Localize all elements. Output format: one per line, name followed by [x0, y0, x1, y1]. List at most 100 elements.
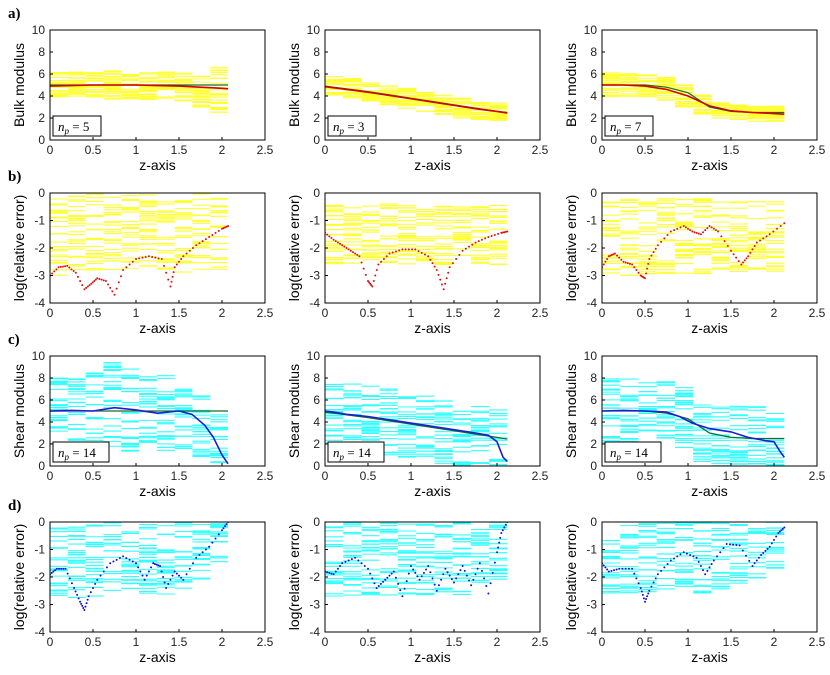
x-tick-label: 2.5 — [532, 306, 549, 320]
error-point — [79, 280, 82, 282]
error-point — [195, 556, 198, 559]
error-point — [755, 559, 758, 562]
panel-b2: 0 0.5 1 1.5 2 2.5 -4 -3 -2 -1 0 z-axis log(relative … — [286, 186, 549, 336]
error-point — [162, 264, 165, 267]
error-point — [169, 578, 172, 581]
error-point — [757, 556, 760, 559]
error-point — [399, 589, 402, 592]
x-tick-label: 0.5 — [637, 306, 654, 320]
y-tick-label: 2 — [38, 437, 45, 451]
x-tick-label: 1 — [685, 469, 692, 483]
x-tick-label: 1.5 — [171, 143, 188, 157]
error-point — [704, 573, 707, 576]
error-point — [737, 260, 740, 263]
error-point — [155, 563, 158, 566]
error-point — [624, 261, 627, 264]
error-point — [332, 573, 335, 576]
error-point — [654, 577, 657, 580]
error-point — [768, 545, 771, 548]
error-point — [747, 255, 750, 258]
error-point — [172, 271, 175, 274]
error-point — [77, 597, 80, 600]
plot-area — [325, 522, 509, 598]
x-tick-label: 1.5 — [446, 635, 463, 649]
error-point — [369, 282, 372, 285]
error-point — [645, 272, 648, 275]
error-point — [687, 227, 689, 230]
error-point — [730, 249, 732, 252]
axes-frame — [324, 29, 541, 141]
error-point — [639, 587, 642, 589]
error-point — [68, 266, 71, 269]
y-tick-label: 0 — [590, 186, 597, 200]
error-point — [648, 258, 651, 260]
x-tick-label: 1 — [408, 469, 415, 483]
error-point — [615, 568, 618, 571]
y-tick-label: 4 — [313, 89, 320, 103]
axes-frame — [601, 355, 818, 467]
error-point — [326, 571, 329, 574]
error-point — [72, 270, 75, 273]
error-point — [341, 244, 344, 247]
error-point — [145, 574, 148, 577]
error-point — [776, 227, 779, 230]
error-point — [403, 587, 406, 590]
error-point — [646, 595, 649, 598]
error-point — [455, 258, 458, 260]
error-point — [180, 576, 183, 579]
error-point — [83, 609, 86, 611]
error-point — [112, 560, 115, 563]
error-point — [349, 249, 352, 252]
error-point — [371, 285, 374, 288]
error-point — [66, 572, 69, 575]
error-point — [154, 256, 157, 259]
x-tick-label: 2.5 — [809, 143, 826, 157]
x-axis-label: z-axis — [414, 483, 451, 499]
error-point — [692, 555, 695, 558]
y-tick-label: 8 — [313, 45, 320, 59]
error-point — [122, 269, 125, 271]
error-point — [650, 585, 653, 588]
np-value: = 5 — [69, 119, 89, 134]
x-tick-label: 0.5 — [360, 635, 377, 649]
error-point — [714, 229, 717, 232]
error-point — [765, 235, 768, 238]
error-point — [84, 605, 87, 608]
error-point — [224, 226, 227, 229]
x-tick-label: 0.5 — [637, 143, 654, 157]
error-point — [185, 252, 188, 255]
error-point — [58, 567, 61, 570]
y-tick-label: -1 — [309, 214, 320, 228]
error-point — [780, 529, 783, 532]
error-point — [429, 258, 432, 261]
error-point — [357, 559, 360, 562]
error-point — [152, 562, 155, 565]
y-tick-label: 0 — [38, 515, 45, 529]
np-legend: np = 14 — [327, 441, 385, 463]
error-point — [463, 569, 466, 572]
error-point — [777, 532, 780, 534]
error-point — [429, 571, 432, 574]
y-axis-label: log(relative error) — [563, 524, 579, 631]
np-value: = 3 — [344, 119, 364, 134]
error-point — [141, 256, 144, 259]
error-point — [445, 277, 448, 280]
error-point — [440, 578, 443, 581]
error-point — [493, 233, 496, 236]
x-axis-label: z-axis — [139, 483, 176, 499]
error-point — [414, 248, 417, 251]
error-point — [55, 567, 58, 570]
ensemble-band — [50, 522, 229, 598]
error-point — [684, 226, 687, 229]
error-point — [201, 551, 204, 554]
error-point — [377, 263, 380, 266]
axes-frame — [49, 355, 266, 467]
error-point — [444, 282, 447, 285]
error-point — [385, 255, 388, 258]
error-point — [748, 559, 751, 562]
error-point — [160, 258, 163, 260]
error-point — [435, 589, 438, 592]
error-point — [431, 262, 434, 265]
error-point — [637, 582, 640, 585]
y-tick-label: -1 — [34, 543, 45, 557]
